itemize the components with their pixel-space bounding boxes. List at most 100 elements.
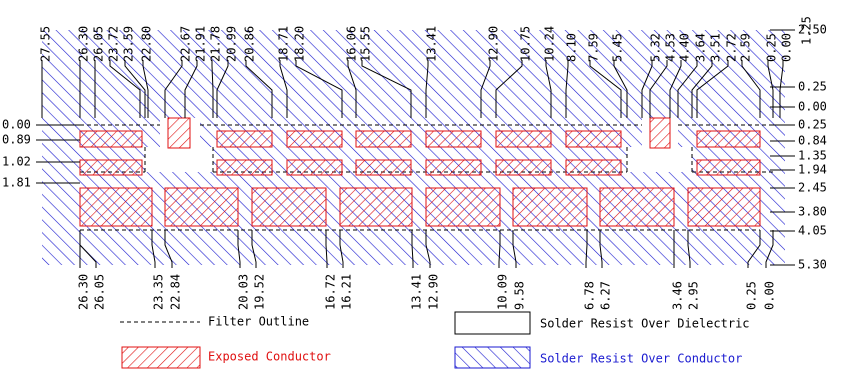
labels: 27.55 26.30 26.05 23.72 23.59 22.80 22.67 21.91…	[2, 16, 827, 310]
top-dimension: 15.55	[359, 26, 373, 62]
bottom-dimension: 6.78	[583, 281, 597, 310]
bottom-dimension: 16.72	[324, 274, 338, 310]
exposed-conductor	[512, 187, 588, 227]
leader-line	[599, 230, 603, 268]
exposed-conductor	[79, 130, 143, 148]
bottom-dimension: 0.25	[745, 281, 759, 310]
top-dimension: 26.05	[92, 26, 106, 62]
top-dimension: 0.25	[765, 33, 779, 62]
bottom-dimension: 6.27	[599, 281, 613, 310]
bottom-dimension: 10.09	[496, 274, 510, 310]
leader-line	[613, 60, 628, 118]
top-dimension: 18.20	[293, 26, 307, 62]
right-dimension: 1.94	[798, 163, 827, 177]
top-dimension: 12.90	[487, 26, 501, 62]
exposed-conductor	[696, 159, 761, 176]
top-dimension: 20.99	[225, 26, 239, 62]
legend-solder-resist-over-conductor: Solder Resist Over Conductor	[540, 352, 742, 366]
exposed-conductor	[649, 117, 671, 149]
leader-line	[339, 230, 344, 268]
leader-line	[251, 230, 257, 268]
leader-line	[641, 60, 653, 118]
leader-line	[585, 230, 588, 268]
bottom-dimension: 22.84	[169, 274, 183, 310]
exposed-conductor	[425, 159, 482, 176]
right-dimension: 0.25	[798, 80, 827, 94]
leader-line	[79, 230, 97, 268]
leader-line	[767, 60, 774, 118]
left-dimension: 1.02	[2, 155, 31, 169]
leader-line	[325, 230, 328, 268]
solder-resist-over-dielectric	[145, 118, 692, 172]
filter-outline	[80, 124, 773, 231]
leader-line	[565, 60, 569, 118]
leader-line	[747, 230, 761, 268]
exposed-conductor	[79, 159, 143, 176]
leader-line	[164, 60, 183, 118]
exposed-conductor	[167, 117, 191, 149]
left-dimension: 0.00	[2, 118, 31, 132]
top-dimension: 7.59	[587, 33, 601, 62]
right-dimension: 0.84	[798, 134, 827, 148]
leader-line	[545, 60, 552, 118]
leader-line	[237, 230, 241, 268]
top-dimension: 20.86	[243, 26, 257, 62]
top-dimension: 5.45	[611, 33, 625, 62]
leader-line	[669, 60, 682, 118]
leader-line	[347, 60, 357, 118]
left-dimension: 0.89	[2, 133, 31, 147]
leader-line	[691, 60, 713, 118]
bottom-dimension: 20.03	[237, 274, 251, 310]
top-dimension: 23.59	[122, 26, 136, 62]
top-dimension: 1.25	[800, 16, 814, 45]
legend-resist-swatch	[454, 346, 531, 369]
bottom-dimension: 26.30	[77, 274, 91, 310]
top-dimension: 10.24	[543, 26, 557, 62]
top-dimension: 21.91	[194, 26, 208, 62]
top-dimension: 10.75	[519, 26, 533, 62]
top-dimension: 21.78	[209, 26, 223, 62]
top-dimension: 0.00	[780, 33, 794, 62]
left-dimension: 1.81	[2, 176, 31, 190]
leader-line	[361, 60, 412, 118]
top-dimension: 3.51	[709, 33, 723, 62]
top-dimension: 22.67	[179, 26, 193, 62]
legend-dielectric: Solder Resist Over Dielectric	[540, 317, 750, 331]
leader-line	[480, 60, 491, 118]
bottom-dimension: 12.90	[427, 274, 441, 310]
top-dimension: 4.53	[664, 33, 678, 62]
exposed-conductor	[599, 187, 675, 227]
right-dimension: 1.35	[798, 149, 827, 163]
leader-line	[142, 60, 149, 118]
board	[42, 30, 785, 265]
top-dimension: 23.72	[107, 26, 121, 62]
leader-line	[184, 60, 198, 118]
top-dimension: 16.06	[345, 26, 359, 62]
right-dimension: 2.50	[798, 23, 827, 37]
bottom-dimension: 3.46	[671, 281, 685, 310]
legend-conductor-swatch	[121, 346, 201, 369]
bottom-dimension: 0.00	[763, 281, 777, 310]
top-dimension: 2.72	[725, 33, 739, 62]
top-dimension: 5.32	[649, 33, 663, 62]
legend-filter-outline: Filter Outline	[208, 315, 309, 329]
exposed-conductor	[339, 187, 413, 227]
right-dimension: 3.80	[798, 205, 827, 219]
leader-line	[151, 230, 156, 268]
exposed-conductor	[495, 159, 552, 176]
leader-line	[411, 230, 414, 268]
exposed-conductor	[164, 187, 239, 227]
pads	[79, 117, 761, 227]
leader-line	[295, 60, 343, 118]
bottom-dimension: 13.41	[410, 274, 424, 310]
exposed-conductor	[79, 187, 153, 227]
exposed-conductor	[286, 159, 343, 176]
leader-line	[211, 60, 214, 118]
exposed-conductor	[495, 130, 552, 148]
top-dimension: 3.64	[694, 33, 708, 62]
exposed-conductor	[687, 187, 761, 227]
right-dimension: 0.00	[798, 100, 827, 114]
leader-line	[677, 60, 698, 118]
bottom-dimension: 26.05	[93, 274, 107, 310]
legend-exposed-conductor: Exposed Conductor	[208, 350, 331, 364]
